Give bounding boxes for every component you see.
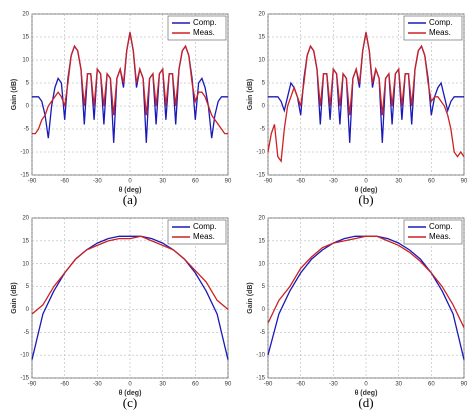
y-tick-label: 5: [26, 81, 30, 87]
legend-label: Meas.: [429, 28, 451, 37]
y-tick-label: 20: [258, 12, 265, 18]
y-tick-label: 20: [258, 216, 265, 222]
x-tick-label: -30: [329, 179, 338, 185]
y-tick-label: -10: [256, 150, 265, 156]
y-axis-label: Gain (dB): [247, 79, 254, 111]
legend-label: Comp.: [429, 18, 453, 27]
x-axis-label: θ (deg): [355, 187, 378, 194]
y-tick-label: 10: [258, 58, 265, 64]
y-tick-label: 0: [26, 307, 30, 313]
x-tick-label: -60: [296, 179, 305, 185]
legend-box: [167, 219, 227, 245]
y-tick-label: 5: [26, 284, 30, 290]
x-tick-label: 0: [364, 179, 368, 185]
y-tick-label: -15: [20, 376, 29, 382]
y-tick-label: 20: [22, 12, 29, 18]
x-tick-label: -90: [264, 179, 273, 185]
y-tick-label: 10: [22, 261, 29, 267]
x-tick-label: 60: [192, 382, 199, 388]
y-tick-label: 15: [258, 35, 265, 41]
y-tick-label: 0: [262, 307, 266, 313]
y-tick-label: 15: [258, 238, 265, 244]
y-tick-label: -5: [24, 330, 30, 336]
y-tick-label: 10: [258, 261, 265, 267]
y-tick-label: -15: [20, 173, 29, 179]
y-axis-label: Gain (dB): [247, 282, 254, 314]
caption: (c): [123, 395, 137, 410]
x-axis-label: θ (deg): [355, 390, 378, 397]
series-line: [31, 235, 229, 315]
y-tick-label: -10: [256, 353, 265, 359]
x-tick-label: -60: [60, 179, 69, 185]
y-tick-label: -15: [256, 173, 265, 179]
x-tick-label: 60: [428, 179, 435, 185]
series-line: [267, 235, 465, 328]
caption: (b): [358, 192, 373, 207]
legend-box: [403, 219, 463, 245]
x-tick-label: -30: [93, 382, 102, 388]
y-tick-label: 10: [22, 58, 29, 64]
x-axis-label: θ (deg): [119, 187, 142, 194]
y-tick-label: -5: [24, 127, 30, 133]
series-line: [32, 32, 228, 135]
legend-label: Comp.: [193, 222, 217, 231]
legend-label: Meas.: [193, 232, 215, 241]
y-tick-label: -5: [260, 127, 266, 133]
series-line: [267, 32, 465, 163]
y-tick-label: 5: [262, 284, 266, 290]
legend-label: Comp.: [429, 222, 453, 231]
x-axis-label: θ (deg): [119, 390, 142, 397]
y-axis-label: Gain (dB): [11, 79, 18, 111]
x-tick-label: 30: [159, 179, 166, 185]
y-tick-label: 20: [22, 216, 29, 222]
legend-label: Meas.: [193, 28, 215, 37]
y-tick-label: 15: [22, 35, 29, 41]
caption: (d): [358, 395, 373, 410]
x-tick-label: 60: [428, 382, 435, 388]
x-tick-label: 0: [364, 382, 368, 388]
caption: (a): [123, 192, 137, 207]
x-tick-label: 90: [461, 179, 468, 185]
y-tick-label: -5: [260, 330, 266, 336]
legend-box: [403, 15, 463, 41]
y-tick-label: -10: [20, 150, 29, 156]
legend-label: Comp.: [193, 18, 217, 27]
x-tick-label: -30: [329, 382, 338, 388]
x-tick-label: -90: [28, 179, 37, 185]
y-tick-label: -10: [20, 353, 29, 359]
y-tick-label: 15: [22, 238, 29, 244]
x-tick-label: -90: [28, 382, 37, 388]
x-tick-label: 30: [159, 382, 166, 388]
x-tick-label: 30: [395, 179, 402, 185]
x-tick-label: 60: [192, 179, 199, 185]
y-tick-label: 0: [26, 104, 30, 110]
x-tick-label: 90: [461, 382, 468, 388]
x-tick-label: -60: [60, 382, 69, 388]
x-tick-label: 90: [225, 179, 232, 185]
y-axis-label: Gain (dB): [11, 282, 18, 314]
x-tick-label: -90: [264, 382, 273, 388]
x-tick-label: 0: [128, 382, 132, 388]
x-tick-label: 90: [225, 382, 232, 388]
legend-box: [167, 15, 227, 41]
legend-label: Meas.: [429, 232, 451, 241]
x-tick-label: 30: [395, 382, 402, 388]
y-tick-label: 0: [262, 104, 266, 110]
y-tick-label: -15: [256, 376, 265, 382]
x-tick-label: -60: [296, 382, 305, 388]
x-tick-label: -30: [93, 179, 102, 185]
x-tick-label: 0: [128, 179, 132, 185]
y-tick-label: 5: [262, 81, 266, 87]
